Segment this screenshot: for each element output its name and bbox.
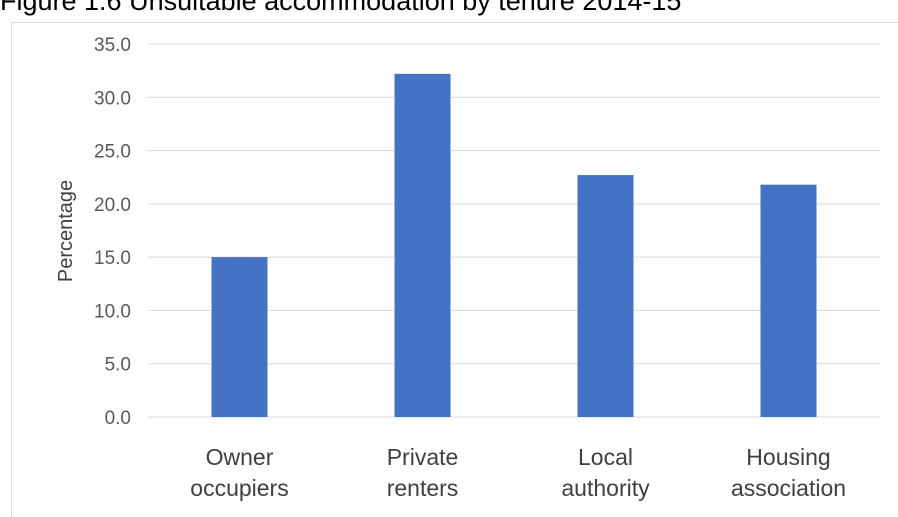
y-tick-label: 25.0: [94, 142, 131, 163]
bar: [211, 257, 268, 417]
x-category-label: Private renters: [387, 444, 459, 501]
x-category-label-line: Housing: [746, 444, 830, 470]
y-tick-label: 0.0: [105, 408, 131, 429]
x-category-label-line: Private: [387, 444, 459, 470]
bar: [577, 175, 634, 417]
x-category-label-line: Local: [578, 444, 633, 470]
x-category-labels: Owner occupiers Private renters Local authori…: [190, 444, 846, 501]
y-tick-label: 5.0: [105, 355, 131, 376]
bars: [211, 73, 817, 417]
y-tick-label: 35.0: [94, 35, 131, 56]
x-category-label-line: occupiers: [190, 475, 288, 501]
x-category-label-line: association: [731, 475, 846, 501]
y-axis-title: Percentage: [55, 180, 77, 282]
y-tick-label: 20.0: [94, 195, 131, 216]
y-tick-label: 30.0: [94, 88, 131, 109]
y-tick-label: 15.0: [94, 248, 131, 269]
y-tick-label: 10.0: [94, 301, 131, 322]
chart-frame: [11, 22, 898, 517]
y-tick-labels: 0.0 5.0 10.0 15.0 20.0 25.0 30.0 35.0: [94, 35, 131, 429]
x-category-label: Housing association: [731, 444, 846, 501]
chart-title: Figure 1.6 Unsuitable accommodation by t…: [0, 0, 682, 16]
x-category-label: Local authority: [561, 444, 650, 501]
gridlines: [148, 43, 880, 418]
x-category-label-line: renters: [387, 475, 459, 501]
bar: [394, 73, 451, 417]
x-category-label-line: authority: [561, 475, 650, 501]
x-category-label: Owner occupiers: [190, 444, 288, 501]
bar: [760, 184, 817, 417]
x-category-label-line: Owner: [206, 444, 274, 470]
